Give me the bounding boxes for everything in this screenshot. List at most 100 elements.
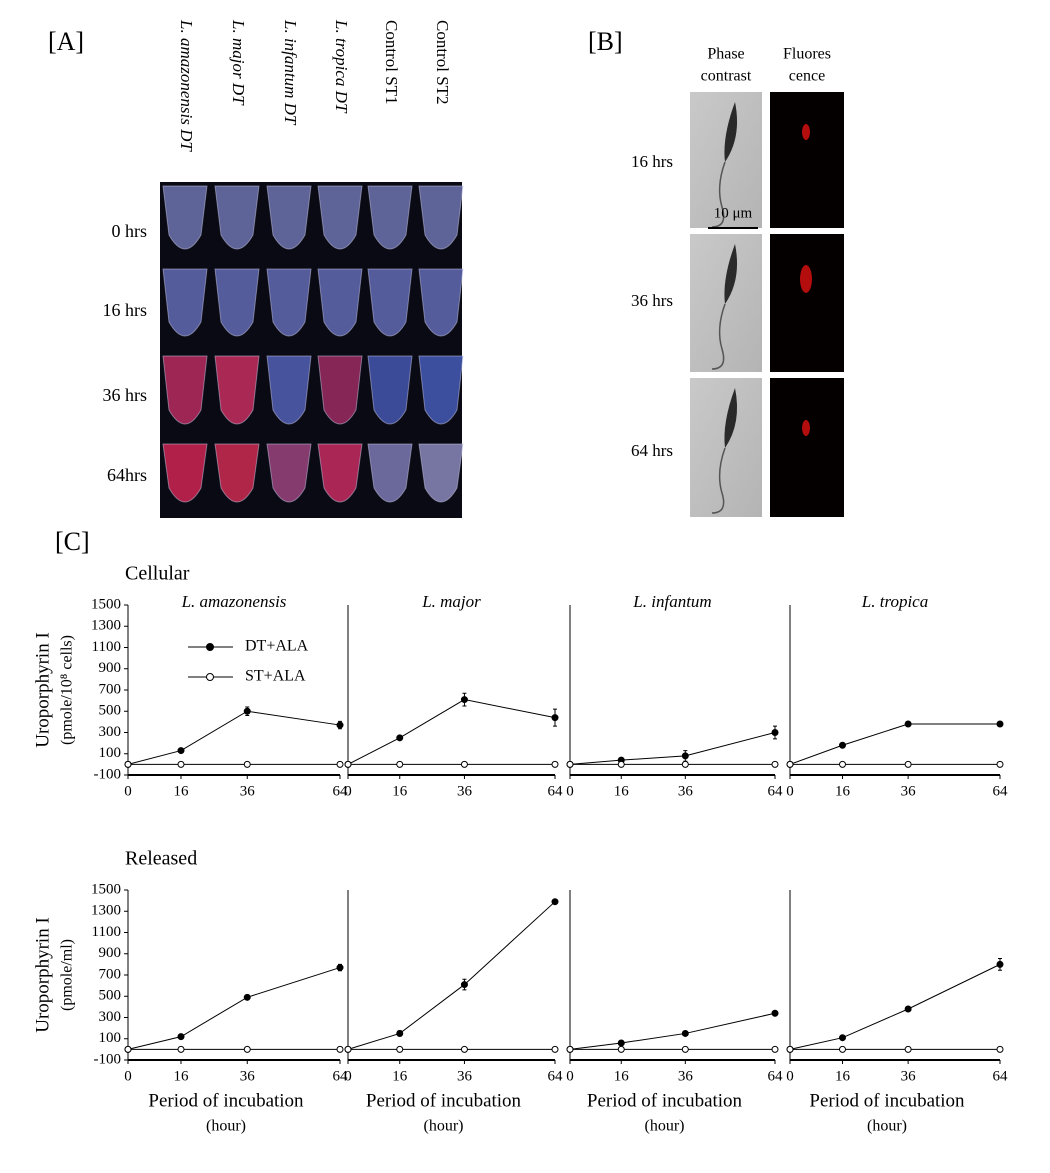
tube [266,185,312,250]
x-tick-label: 64 [993,783,1009,799]
x-tick-label: 0 [344,783,352,799]
data-point [617,760,625,768]
y-tick-label: -100 [94,1051,122,1067]
data-point [681,760,689,768]
section-title: Released [125,848,197,870]
data-point [243,993,251,1001]
x-tick-label: 0 [566,1068,574,1084]
data-point [177,747,185,755]
tube [162,355,208,425]
panel-label: [B] [588,27,623,56]
column-label: cence [789,68,825,85]
flagellum [711,447,726,514]
x-tick-label: 36 [901,1068,917,1084]
legend-label: ST+ALA [245,668,306,685]
row-label: 36 hrs [103,385,148,405]
data-point [681,752,689,760]
data-point [617,1039,625,1047]
x-axis-label: (hour) [645,1118,685,1135]
data-point [336,964,344,972]
data-point [177,760,185,768]
x-tick-label: 64 [333,1068,349,1084]
tube [418,185,464,250]
data-point [243,1045,251,1053]
data-point [996,720,1004,728]
y-axis-label: Uroporphyrin I [32,917,53,1033]
x-tick-label: 0 [786,1068,794,1084]
data-point [344,1045,352,1053]
tube [317,355,363,425]
data-point [551,714,559,722]
column-label: Control ST2 [433,20,452,105]
flagellum [711,161,726,228]
data-point [396,1045,404,1053]
cell [724,102,738,162]
column-label: Fluores [783,46,831,63]
x-tick-label: 36 [457,783,473,799]
y-tick-label: 500 [99,703,122,719]
data-point [336,721,344,729]
y-axis-label: (pmole/10⁸ cells) [59,635,76,745]
data-point [460,981,468,989]
fluorescence-image [770,234,844,372]
flagellum [711,303,726,370]
chart-title: L. infantum [632,592,711,611]
tube [162,443,208,503]
data-point [124,760,132,768]
data-point [336,1045,344,1053]
data-point [396,760,404,768]
y-tick-label: 900 [99,945,122,961]
x-tick-label: 16 [835,1068,851,1084]
data-point [839,1045,846,1053]
data-point [177,1045,185,1053]
y-tick-label: 300 [99,724,122,740]
chart-title: L. tropica [861,592,928,611]
data-point [771,1045,779,1053]
chart-title: L. amazonensis [181,592,287,611]
data-point [771,760,779,768]
x-tick-label: 64 [768,783,784,799]
data-point [460,696,468,704]
tube [418,443,464,503]
y-tick-label: 1100 [92,639,121,655]
data-point [124,1045,132,1053]
data-point [771,1009,779,1017]
series-line [347,901,556,1050]
tube [266,443,312,503]
tube [266,355,312,425]
legend-label: DT+ALA [245,638,309,655]
data-point [243,707,251,715]
tube [367,185,413,250]
tube [317,268,363,337]
x-axis-label: (hour) [867,1118,907,1135]
tube [367,268,413,337]
x-tick-label: 16 [174,1068,190,1084]
data-point [996,960,1004,968]
series-line [127,710,341,765]
y-tick-label: 100 [99,745,122,761]
data-point [996,760,1004,768]
tube [214,185,260,250]
tube [214,443,260,503]
fluorescent-signal [800,265,812,293]
data-point [243,760,251,768]
y-tick-label: 1300 [91,618,121,634]
data-point [177,1033,185,1041]
y-tick-label: 700 [99,966,122,982]
tube [317,443,363,503]
y-tick-label: 900 [99,660,122,676]
y-axis-label: Uroporphyrin I [32,632,53,748]
data-point [786,1045,794,1053]
series-line [127,967,341,1050]
data-point [839,741,846,749]
row-label: 64hrs [107,465,147,485]
x-axis-label: Period of incubation [148,1090,304,1111]
data-point [996,1045,1004,1053]
data-point [551,898,559,906]
data-point [460,760,468,768]
data-point [839,760,846,768]
section-title: Cellular [125,563,190,585]
data-point [551,760,559,768]
phase-image [690,234,762,372]
